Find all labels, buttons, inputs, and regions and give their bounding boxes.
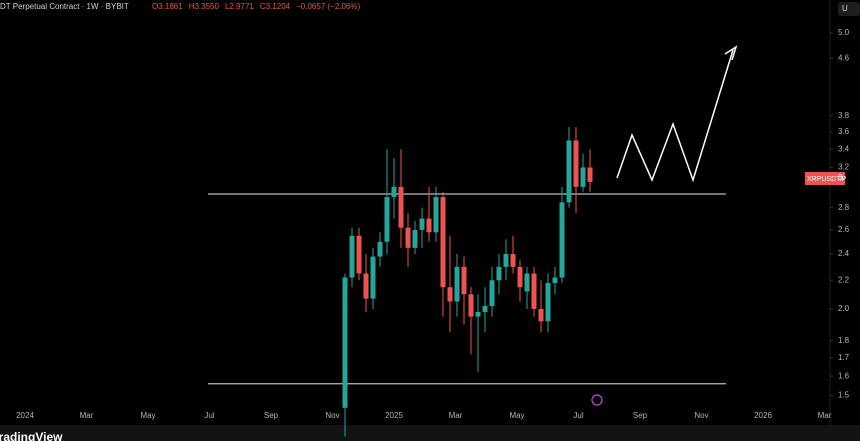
corner-button[interactable] xyxy=(838,2,860,16)
y-tick-label: 3.6 xyxy=(838,127,850,136)
y-tick-label: 1.8 xyxy=(838,336,850,345)
ohlc-value: H3.3550 xyxy=(189,2,220,11)
chart-title: DT Perpetual Contract · 1W · BYBIT xyxy=(0,2,129,11)
footer-bar xyxy=(0,425,860,441)
y-tick-label: 2.6 xyxy=(838,225,850,234)
candle-body xyxy=(489,280,495,306)
ohlc-value: −0.0657 (−2.06%) xyxy=(296,2,360,11)
projection-arrowhead xyxy=(724,45,738,61)
x-tick-label: Nov xyxy=(694,411,708,420)
candle-body xyxy=(433,197,439,233)
candle-body xyxy=(517,266,523,288)
candle-body xyxy=(391,186,397,198)
x-tick-label: May xyxy=(509,411,524,420)
y-tick-label: 5.0 xyxy=(838,28,850,37)
candle-body xyxy=(552,277,558,284)
ohlc-value: C3.1204 xyxy=(260,2,291,11)
candle-body xyxy=(447,287,453,302)
symbol-tag xyxy=(805,172,845,185)
y-tick-label: 1.6 xyxy=(838,371,850,380)
candle-body xyxy=(454,266,460,302)
x-tick-label: 2024 xyxy=(16,411,34,420)
candle-body xyxy=(419,218,425,230)
x-tick-label: Mar xyxy=(818,411,832,420)
x-tick-label: 2025 xyxy=(385,411,403,420)
candle-body xyxy=(412,229,418,248)
candle-body xyxy=(440,197,446,288)
candle-body xyxy=(363,273,369,299)
y-tick-label: 3.2 xyxy=(838,163,850,172)
candle-body xyxy=(559,202,565,278)
candle-body xyxy=(580,167,586,187)
y-tick-label: 2.0 xyxy=(838,304,850,313)
projection-drawing xyxy=(616,49,734,183)
y-tick-label: 2.4 xyxy=(838,249,850,258)
candle-body xyxy=(349,235,355,278)
y-tick-label: 2.8 xyxy=(838,203,850,212)
ohlc-value: O3.1861 xyxy=(152,2,183,11)
candle-body xyxy=(370,256,376,299)
candle-body xyxy=(426,218,432,233)
x-tick-label: May xyxy=(140,411,155,420)
x-tick-label: Jul xyxy=(204,411,214,420)
candle-body xyxy=(461,266,467,295)
x-tick-label: Sep xyxy=(633,411,648,420)
candle-body xyxy=(482,305,488,312)
x-tick-label: Mar xyxy=(449,411,463,420)
y-tick-label: 4.6 xyxy=(838,53,850,62)
candle-body xyxy=(384,197,390,242)
x-tick-label: Mar xyxy=(80,411,94,420)
ohlc-value: L2.9771 xyxy=(225,2,254,11)
candle-body xyxy=(510,254,516,267)
x-tick-label: 2026 xyxy=(754,411,772,420)
candle-body xyxy=(566,140,572,203)
candle-body xyxy=(356,235,362,274)
candle-body xyxy=(545,283,551,322)
candle-body xyxy=(531,273,537,309)
ohlc-header: O3.1861 H3.3550 L2.9771 C3.1204 −0.0657 (−2.… xyxy=(152,2,361,11)
candle-body xyxy=(405,227,411,248)
y-tick-label: 2.2 xyxy=(838,275,850,284)
y-tick-label: 3.4 xyxy=(838,144,850,153)
candle-body xyxy=(475,311,481,317)
candle-body xyxy=(496,266,502,281)
symbol-label: XRPUSDT.P xyxy=(807,176,847,183)
candle-body xyxy=(503,254,509,267)
corner-button-label[interactable]: U xyxy=(842,4,848,13)
candle-body xyxy=(524,273,530,292)
event-icon[interactable] xyxy=(591,394,603,406)
x-tick-label: Nov xyxy=(325,411,339,420)
candle-body xyxy=(377,241,383,257)
candle-body xyxy=(342,277,348,408)
price-tag: 3. xyxy=(838,173,845,182)
candle-body xyxy=(468,294,474,317)
candle-body xyxy=(587,167,593,182)
x-tick-label: Jul xyxy=(573,411,583,420)
x-tick-label: Sep xyxy=(264,411,279,420)
y-tick-label: 1.5 xyxy=(838,391,850,400)
candle-body xyxy=(398,186,404,228)
candle-body xyxy=(573,140,579,187)
y-tick-label: 1.7 xyxy=(838,353,850,362)
y-tick-label: 3.8 xyxy=(838,111,850,120)
candle-body xyxy=(538,308,544,322)
brand: TradingView xyxy=(0,430,63,441)
